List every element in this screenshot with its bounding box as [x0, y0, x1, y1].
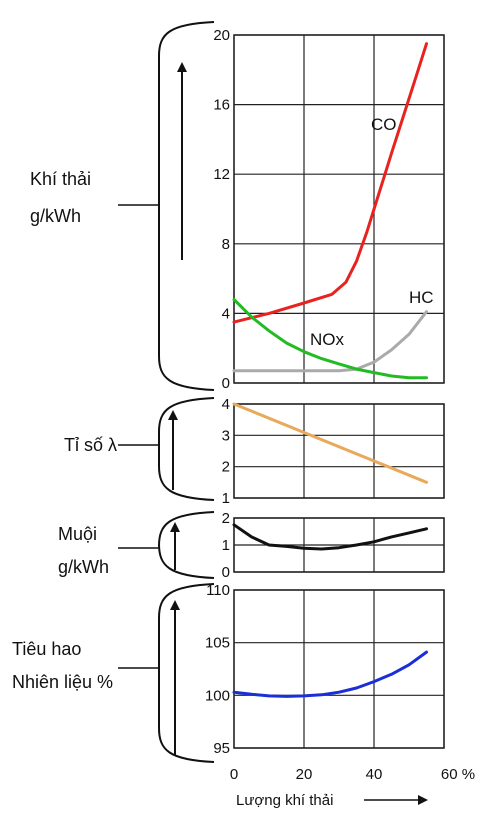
series-label-hc: HC — [409, 288, 434, 307]
emissions-ytick-label: 8 — [222, 236, 230, 253]
lambda-ytick-label: 1 — [222, 490, 230, 507]
soot-ylabel: Muội — [58, 524, 97, 544]
emissions-ytick-label: 20 — [213, 27, 230, 44]
x-axis-title: Lượng khí thải — [236, 792, 333, 809]
fuel-ytick-label: 110 — [206, 582, 230, 599]
fuel-bracket — [158, 583, 215, 763]
soot-bracket — [158, 511, 215, 579]
emissions-series-line-nox — [232, 298, 428, 380]
lambda-frame — [233, 403, 445, 499]
x-tick-label: 20 — [296, 766, 313, 783]
fuel-frame — [233, 589, 445, 749]
soot-frame — [233, 517, 445, 573]
soot-ytick-label: 1 — [222, 537, 230, 554]
emissions-ytick-label: 16 — [213, 97, 230, 114]
emissions-series-line-co — [232, 42, 428, 324]
lambda-ytick-label: 4 — [222, 396, 230, 413]
x-tick-label: 60 % — [441, 766, 475, 783]
fuel-ytick-label: 95 — [213, 740, 230, 757]
fuel-series-line-0 — [232, 650, 428, 698]
soot-series-line-0 — [232, 523, 428, 551]
x-tick-label: 0 — [230, 766, 238, 783]
lambda-ytick-label: 2 — [222, 459, 230, 476]
lambda-ytick-label: 3 — [222, 427, 230, 444]
lambda-ylabel: Tỉ số λ — [64, 435, 117, 455]
fuel-ylabel: Tiêu hao — [12, 639, 81, 659]
emissions-ylabel: Khí thải — [30, 169, 91, 189]
lambda-bracket — [158, 397, 215, 501]
lambda-up-arrow-icon — [168, 410, 178, 420]
emissions-bracket — [158, 21, 215, 391]
emissions-frame — [233, 34, 445, 384]
soot-ytick-label: 2 — [222, 510, 230, 527]
fuel-ylabel: Nhiên liệu % — [12, 672, 113, 692]
fuel-ytick-label: 100 — [205, 687, 230, 704]
soot-ylabel: g/kWh — [58, 557, 109, 577]
emissions-ytick-label: 12 — [213, 166, 230, 183]
emissions-ylabel: g/kWh — [30, 206, 81, 226]
series-label-co: CO — [371, 115, 397, 134]
emissions-up-arrow-icon — [177, 62, 187, 72]
emissions-ytick-label: 4 — [222, 305, 230, 322]
x-axis-arrow-icon — [418, 795, 428, 805]
emissions-ytick-label: 0 — [222, 375, 230, 392]
x-tick-label: 40 — [366, 766, 383, 783]
fuel-up-arrow-icon — [170, 600, 180, 610]
lambda-series-line-0 — [232, 402, 428, 484]
series-label-nox: NOx — [310, 330, 345, 349]
soot-ytick-label: 0 — [222, 564, 230, 581]
soot-up-arrow-icon — [170, 522, 180, 532]
fuel-ytick-label: 105 — [205, 635, 230, 652]
